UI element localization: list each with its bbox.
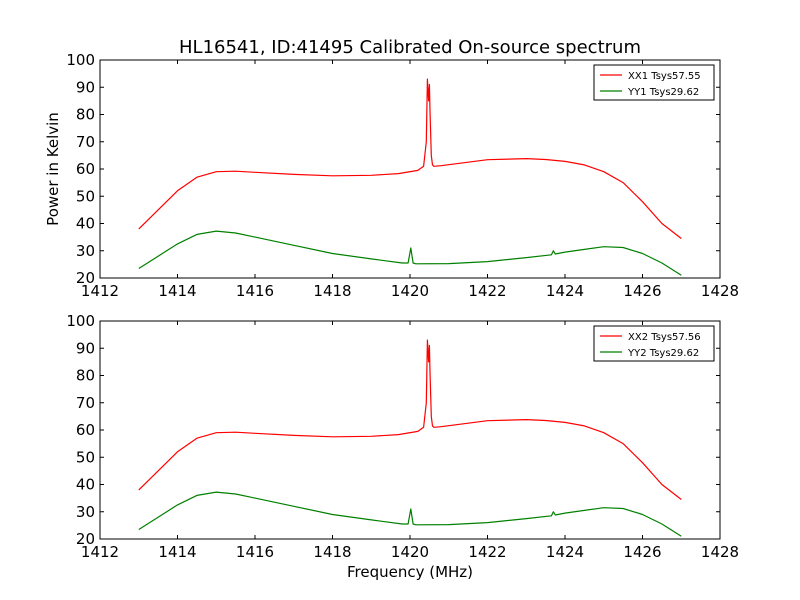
legend-box bbox=[593, 64, 715, 101]
subplot-bottom: 1412 1414 1416 1418 1420 1422 1424 1426 1428 20 30… bbox=[66, 312, 739, 581]
x-tick-label: 1418 bbox=[313, 282, 351, 300]
subplot-top: 1412 1414 1416 1418 1420 1422 1424 1426 1428 20 30… bbox=[44, 51, 739, 300]
legend-box bbox=[593, 325, 715, 362]
y-tick-label: 20 bbox=[76, 269, 95, 287]
y-tick-label: 30 bbox=[76, 503, 95, 521]
y-tick-label: 40 bbox=[76, 215, 95, 233]
legend-label: XX2 Tsys57.56 bbox=[628, 332, 701, 343]
x-tick-label: 1422 bbox=[468, 543, 506, 561]
legend-label: YY2 Tsys29.62 bbox=[627, 348, 699, 359]
legend-label: YY1 Tsys29.62 bbox=[627, 87, 699, 98]
y-tick-label: 50 bbox=[76, 448, 95, 466]
y-tick-label: 80 bbox=[76, 367, 95, 385]
series-line-yy bbox=[138, 230, 682, 276]
y-tick-label: 20 bbox=[76, 530, 95, 548]
x-tick-label: 1420 bbox=[391, 282, 429, 300]
x-tick-label: 1420 bbox=[391, 543, 429, 561]
y-tick-label: 100 bbox=[66, 312, 95, 330]
series-line-xx bbox=[138, 339, 682, 500]
x-tick-label: 1424 bbox=[546, 282, 584, 300]
x-tick-label: 1414 bbox=[158, 543, 196, 561]
y-tick-label: 60 bbox=[76, 421, 95, 439]
figure-title: HL16541, ID:41495 Calibrated On-source s… bbox=[179, 37, 641, 58]
y-tick-label: 30 bbox=[76, 242, 95, 260]
legend-label: XX1 Tsys57.55 bbox=[628, 71, 701, 82]
series-line-xx bbox=[138, 78, 682, 239]
y-tick-label: 70 bbox=[76, 133, 95, 151]
x-axis-label: Frequency (MHz) bbox=[347, 563, 473, 581]
y-tick-label: 100 bbox=[66, 51, 95, 69]
x-tick-label: 1412 bbox=[81, 282, 119, 300]
x-tick-label: 1414 bbox=[158, 282, 196, 300]
y-tick-label: 40 bbox=[76, 476, 95, 494]
x-tick-label: 1428 bbox=[701, 282, 739, 300]
x-tick-label: 1418 bbox=[313, 543, 351, 561]
x-tick-label: 1416 bbox=[236, 282, 274, 300]
x-tick-label: 1424 bbox=[546, 543, 584, 561]
y-tick-label: 90 bbox=[76, 339, 95, 357]
y-tick-label: 80 bbox=[76, 106, 95, 124]
y-tick-label: 60 bbox=[76, 160, 95, 178]
x-tick-label: 1412 bbox=[81, 543, 119, 561]
x-tick-label: 1426 bbox=[623, 282, 661, 300]
x-tick-label: 1416 bbox=[236, 543, 274, 561]
y-tick-label: 70 bbox=[76, 394, 95, 412]
x-tick-label: 1428 bbox=[701, 543, 739, 561]
x-tick-label: 1422 bbox=[468, 282, 506, 300]
y-tick-label: 50 bbox=[76, 187, 95, 205]
series-line-yy bbox=[138, 491, 682, 537]
y-tick-label: 90 bbox=[76, 78, 95, 96]
x-tick-label: 1426 bbox=[623, 543, 661, 561]
y-axis-label: Power in Kelvin bbox=[44, 112, 62, 226]
